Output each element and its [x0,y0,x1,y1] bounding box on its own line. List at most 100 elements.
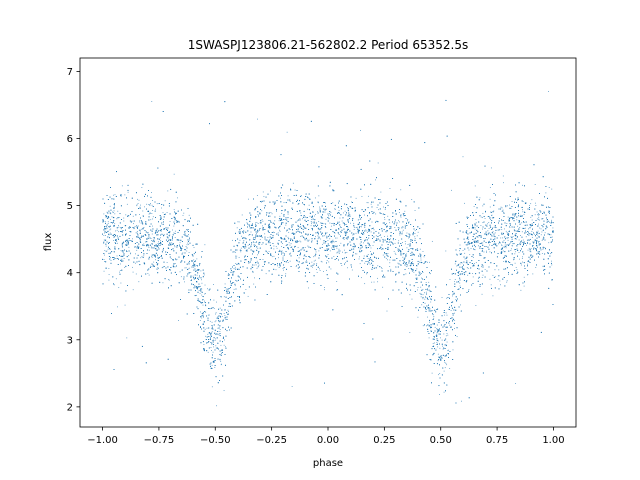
data-point [508,237,509,239]
data-point [383,206,384,208]
data-point [353,224,354,226]
data-point [113,210,115,212]
data-point [283,215,285,217]
data-point [171,242,173,244]
data-point [371,228,373,230]
data-point [338,251,340,253]
data-point [531,219,533,221]
data-point [215,347,217,349]
data-point [512,214,514,216]
data-point [104,232,105,234]
data-point [467,267,469,269]
data-point [310,221,312,223]
data-point [534,214,536,216]
data-point [169,221,171,222]
data-point [534,202,536,204]
data-point [119,271,120,273]
data-point [225,288,227,290]
data-point [273,245,275,247]
data-point [173,225,175,227]
data-point [155,259,156,261]
data-point [535,205,537,206]
data-point [273,248,275,250]
data-point [233,282,235,283]
data-point [278,257,279,259]
data-point [121,185,123,187]
data-point [156,230,158,232]
data-point [510,236,512,238]
data-point [311,261,313,263]
data-point [505,230,507,232]
data-point [344,252,346,253]
data-point [383,236,385,237]
data-point [157,234,159,236]
data-point [157,243,159,244]
data-point [548,187,550,188]
data-point [353,242,355,244]
data-point [521,215,523,216]
data-point [299,211,301,212]
data-point [501,247,503,248]
data-point [257,231,259,233]
data-point [136,225,138,226]
data-point [445,362,447,364]
data-point [542,236,544,238]
data-point [281,212,283,214]
data-point [436,332,438,334]
data-point [537,213,539,214]
data-point [521,261,523,263]
data-point [318,250,320,252]
data-point [494,269,496,271]
data-point [108,279,110,281]
data-point [404,241,406,242]
data-point [182,252,184,254]
data-point [493,210,495,212]
data-point [133,228,135,230]
data-point [411,261,413,263]
data-point [188,262,190,264]
data-point [114,194,116,196]
data-point [422,251,424,252]
data-point [163,235,164,237]
data-point [238,221,240,223]
data-point [515,383,517,384]
data-point [107,223,109,225]
data-point [244,256,245,258]
data-point [151,240,152,241]
data-point [514,262,516,264]
data-point [370,259,372,261]
data-point [454,281,455,283]
data-point [130,252,132,254]
data-point [464,242,465,244]
data-point [177,220,179,222]
data-point [417,287,419,288]
data-point [386,223,387,224]
data-point [157,246,159,248]
data-point [424,298,426,300]
data-point [467,262,468,264]
data-point [286,230,287,232]
data-point [407,265,409,267]
data-point [498,235,500,236]
data-point [322,217,324,219]
data-point [307,234,309,236]
data-point [116,218,118,220]
data-point [482,249,483,251]
data-point [178,320,179,321]
data-point [416,235,418,237]
data-point [449,324,451,326]
data-point [456,265,458,267]
data-point [368,237,370,239]
data-point [234,268,236,270]
data-point [367,202,369,204]
data-point [528,232,529,234]
data-point [342,251,343,253]
data-point [236,255,238,257]
data-point [486,250,487,252]
data-point [345,262,347,264]
data-point [539,219,541,221]
data-point [219,358,221,360]
data-point [441,297,443,298]
data-point [138,281,140,283]
data-point [212,351,214,353]
